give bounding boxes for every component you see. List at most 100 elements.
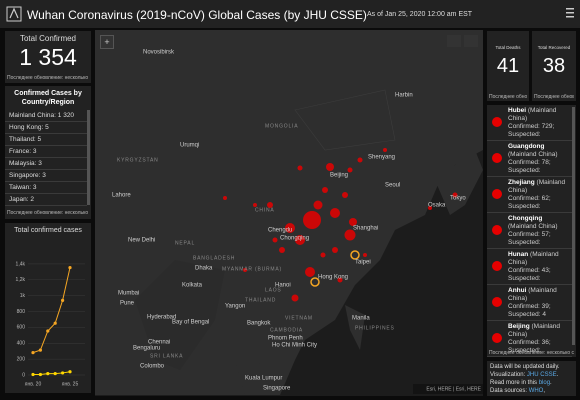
case-circle <box>349 218 357 226</box>
province-item[interactable]: Zhejiang (Mainland China) Confirmed: 62; S… <box>487 177 572 213</box>
city-label: Shanghai <box>353 226 378 232</box>
y-tick-label: 0 <box>22 372 25 378</box>
title: Wuhan Coronavirus (2019-nCoV) Global Cas… <box>27 8 367 22</box>
city-label: Shenyang <box>368 155 395 161</box>
city-label: Chongqing <box>280 236 309 242</box>
recovered-value: 38 <box>542 55 566 77</box>
suspected-count: Suspected: <box>508 347 541 354</box>
scrollbar[interactable] <box>572 107 575 345</box>
update-note: Последнее обновление: несколько с <box>7 75 89 81</box>
suspected-count: Suspected: <box>508 203 541 210</box>
footer-line: Data sources: WHO, <box>490 387 573 395</box>
update-note: Последнее обновл <box>489 94 527 100</box>
data-point <box>46 329 50 333</box>
case-circle <box>347 167 353 173</box>
case-marker <box>492 225 502 235</box>
country-label: CAMBODIA <box>270 327 303 333</box>
case-circle <box>272 237 278 243</box>
y-tick-label: 800 <box>17 309 26 315</box>
footer-text: . <box>556 372 559 378</box>
y-tick-label: 1k <box>20 293 26 299</box>
province-text: Zhejiang (Mainland China) Confirmed: 62; S… <box>508 179 570 211</box>
border <box>294 89 396 151</box>
country-item: Thailand: 5 <box>5 134 87 146</box>
confirmed-count: Confirmed: 729; <box>508 123 555 130</box>
province-item[interactable]: Chongqing (Mainland China) Confirmed: 57;… <box>487 213 572 249</box>
case-marker <box>492 117 502 127</box>
province-region: (Mainland China) <box>508 151 558 158</box>
case-circle <box>363 253 367 257</box>
province-region: (Mainland China) <box>508 179 566 194</box>
case-circle <box>267 202 273 208</box>
footer-text: Visualization: <box>490 372 527 378</box>
case-circle <box>305 267 315 277</box>
province-item[interactable]: Anhui (Mainland China) Confirmed: 39; Susp… <box>487 285 572 321</box>
chart-title: Total confirmed cases <box>14 227 82 234</box>
province-name: Beijing <box>508 323 530 330</box>
deaths-label: Total Deaths <box>495 45 521 50</box>
case-marker <box>492 189 502 199</box>
province-text: Guangdong (Mainland China) Confirmed: 78;… <box>508 143 570 175</box>
case-marker <box>492 297 502 307</box>
data-point <box>61 298 65 302</box>
province-item[interactable]: Hunan (Mainland China) Confirmed: 43; Susp… <box>487 249 572 285</box>
country-panel: Confirmed Cases by Country/Region Mainla… <box>5 86 91 219</box>
city-label: Yangon <box>225 304 245 310</box>
land <box>235 360 280 395</box>
case-circle <box>313 200 323 210</box>
case-circle <box>243 268 247 272</box>
y-tick-label: 1,4k <box>16 261 26 267</box>
case-circle <box>342 192 348 198</box>
city-label: Bay of Bengal <box>172 320 209 326</box>
province-text: Anhui (Mainland China) Confirmed: 39; Susp… <box>508 287 570 319</box>
province-item[interactable]: Hubei (Mainland China) Confirmed: 729; Sus… <box>487 105 572 141</box>
province-text: Hunan (Mainland China) Confirmed: 43; Susp… <box>508 251 570 283</box>
footer-link[interactable]: WHO <box>528 388 544 394</box>
province-region: (Mainland China) <box>508 107 557 122</box>
city-label: Kuala Lumpur <box>245 376 282 382</box>
footer-note: Data will be updated daily. Visualization… <box>487 361 576 396</box>
y-tick-label: 200 <box>17 356 26 362</box>
land <box>345 305 365 350</box>
layer-toggle[interactable] <box>464 35 478 47</box>
case-circle <box>330 208 340 218</box>
footer-text: Data will be updated daily. <box>490 364 560 370</box>
basemap-toggle[interactable] <box>447 35 461 47</box>
x-tick-label: янв. 20 <box>25 381 42 387</box>
country-item: Mainland China: 1 320 <box>5 110 87 122</box>
zoom-button[interactable]: + <box>100 35 114 49</box>
footer-line: Data will be updated daily. <box>490 363 573 371</box>
footer-text: Data sources: <box>490 388 529 394</box>
y-tick-label: 400 <box>17 341 26 347</box>
country-label: LAOS <box>265 287 282 293</box>
city-label: Beijing <box>330 173 348 179</box>
map: Novosibirsk MONGOLIA Urumqi KYRGYZSTAN Harbi… <box>95 30 483 395</box>
city-label: Taipei <box>355 260 371 266</box>
footer-link[interactable]: JHU CSSE <box>526 372 557 378</box>
update-note: Последнее обновление: несколько с <box>7 210 89 216</box>
footer-link[interactable]: blog <box>538 380 551 386</box>
city-label: Hong Kong <box>318 275 348 281</box>
country-label: KYRGYZSTAN <box>117 157 159 163</box>
case-circle <box>223 196 227 200</box>
confirmed-count: Confirmed: 78; <box>508 159 551 166</box>
city-label: Mumbai <box>118 291 139 297</box>
scrollbar[interactable] <box>87 110 90 205</box>
province-region: (Mainland China) <box>508 323 561 338</box>
country-label: PHILIPPINES <box>355 325 395 331</box>
case-circle <box>428 206 432 210</box>
header: Wuhan Coronavirus (2019-nCoV) Global Cas… <box>0 0 580 28</box>
city-label: Osaka <box>428 203 446 209</box>
province-region: (Mainland China) <box>508 251 559 266</box>
city-label: Dhaka <box>195 266 213 272</box>
case-circle <box>452 192 458 198</box>
recovered-label: Total Recovered <box>537 45 571 50</box>
menu-icon[interactable] <box>566 8 574 18</box>
province-region: (Mainland China) <box>508 287 557 302</box>
country-list: Mainland China: 1 320 Hong Kong: 5 Thailan… <box>5 110 87 206</box>
data-point <box>31 372 35 377</box>
province-item[interactable]: Beijing (Mainland China) Confirmed: 36; Su… <box>487 321 572 357</box>
province-item[interactable]: Guangdong (Mainland China) Confirmed: 78;… <box>487 141 572 177</box>
city-label: Urumqi <box>180 143 199 149</box>
province-name: Hunan <box>508 251 529 258</box>
